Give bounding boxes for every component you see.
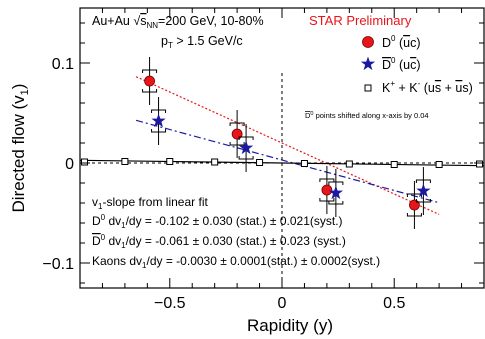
fit-line <box>135 76 440 215</box>
y-tick-label: 0.1 <box>52 56 74 73</box>
star-preliminary-label: STAR Preliminary <box>309 13 412 28</box>
legend-item-d0bar: D0 (uc) <box>360 56 421 72</box>
legend-label-kaons: K+ + K- (us + us) <box>382 79 473 95</box>
data-points <box>80 57 484 229</box>
axis-ticks: −0.5 0 0.5 0.1 0 −0.1 <box>42 8 485 312</box>
d0bar-point <box>238 140 254 155</box>
kaon-point <box>256 159 264 166</box>
reference-lines <box>80 73 484 288</box>
collision-system-label: Au+Au √sNN=200 GeV, 10-80% <box>92 14 264 30</box>
d0bar-point <box>416 183 431 198</box>
kaon-point <box>80 158 88 166</box>
y-tick-label: −0.1 <box>42 256 74 273</box>
fit-d0bar: D0 dv1/dy = -0.061 ± 0.030 (stat.) ± 0.0… <box>92 233 346 250</box>
kaon-point <box>166 158 174 165</box>
y-tick-label: 0 <box>65 156 74 173</box>
legend-marker-d0 <box>362 36 374 48</box>
kaon-point <box>345 160 353 168</box>
legend-item-kaons: K+ + K- (us + us) <box>364 79 473 95</box>
x-axis-label: Rapidity (y) <box>247 316 333 335</box>
d0-point <box>321 184 333 196</box>
shift-note: D0 points shifted along x-axis by 0.04 <box>305 111 429 120</box>
legend-item-d0: D0 (uc) <box>362 34 421 50</box>
fit-line <box>135 119 440 204</box>
kaon-point <box>211 158 219 166</box>
pt-cut-label: pT > 1.5 GeV/c <box>161 34 243 50</box>
kaon-point <box>435 161 443 168</box>
x-tick-label: −0.5 <box>154 295 186 312</box>
d0bar-point <box>328 185 343 200</box>
kaon-point <box>390 161 398 168</box>
fit-header: v1-slope from linear fit <box>92 195 208 211</box>
x-tick-label: 0 <box>278 295 287 312</box>
kaon-point <box>121 158 129 165</box>
legend-marker-kaons <box>364 84 372 92</box>
y-axis-label: Directed flow (v1) <box>9 84 31 213</box>
fit-results: v1-slope from linear fit D0 dv1/dy = -0.… <box>92 195 380 270</box>
d0bar-point <box>151 113 166 128</box>
legend-label-d0: D0 (uc) <box>382 34 421 50</box>
fit-kaons: Kaons dv1/dy = -0.0030 ± 0.0001(stat.) ±… <box>92 254 380 270</box>
x-tick-label: 0.5 <box>383 295 405 312</box>
d0-point <box>144 75 155 87</box>
kaon-point <box>476 160 484 168</box>
fit-d0: D0 dv1/dy = -0.102 ± 0.030 (stat.) ± 0.0… <box>92 213 343 230</box>
kaon-point <box>300 160 308 167</box>
legend-marker-d0bar <box>360 56 376 71</box>
legend: D0 (uc) D0 (uc) K+ + K- (us + us) <box>360 34 473 95</box>
legend-label-d0bar: D0 (uc) <box>382 56 421 72</box>
